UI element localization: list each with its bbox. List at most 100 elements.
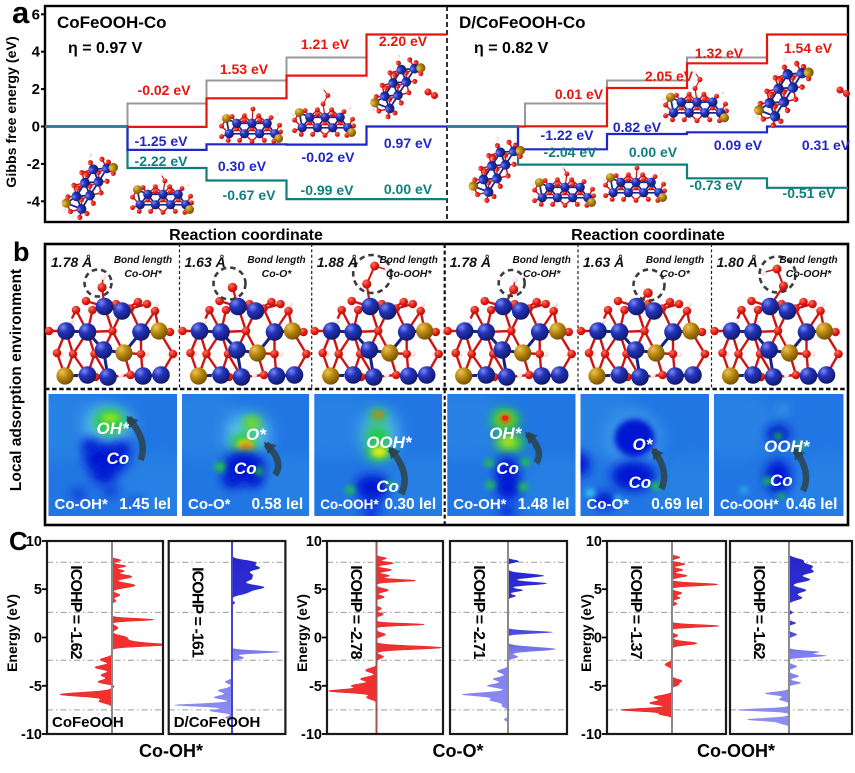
svg-text:-0.02 eV: -0.02 eV (138, 82, 192, 98)
svg-text:O*: O* (246, 425, 267, 444)
svg-text:Energy (eV): Energy (eV) (4, 594, 20, 672)
svg-text:-5: -5 (589, 679, 602, 695)
svg-text:-5: -5 (309, 679, 322, 695)
svg-text:1.54 eV: 1.54 eV (784, 40, 833, 56)
svg-text:Co-OH*: Co-OH* (55, 496, 108, 513)
svg-text:Co-O*: Co-O* (433, 741, 484, 761)
svg-text:0.09 eV: 0.09 eV (714, 137, 763, 153)
svg-text:Co-OH*: Co-OH* (139, 741, 203, 761)
svg-text:0: 0 (594, 631, 602, 647)
svg-text:Reaction coordinate: Reaction coordinate (571, 227, 725, 244)
svg-text:1.63 Å: 1.63 Å (185, 254, 226, 270)
svg-text:10: 10 (586, 534, 602, 550)
svg-text:ICOHP = -2.78: ICOHP = -2.78 (347, 565, 364, 659)
svg-text:-2.04 eV: -2.04 eV (544, 144, 598, 160)
svg-text:Co-OOH*: Co-OOH* (697, 741, 775, 761)
svg-text:Bond length: Bond length (114, 255, 172, 266)
svg-text:ICOHP = -1.37: ICOHP = -1.37 (627, 565, 644, 659)
svg-text:-0.67 eV: -0.67 eV (223, 187, 277, 203)
svg-text:Bond length: Bond length (380, 255, 438, 266)
svg-text:ICOHP = -1.62: ICOHP = -1.62 (67, 565, 84, 659)
svg-text:0.00 eV: 0.00 eV (629, 144, 678, 160)
svg-text:1.45 lel: 1.45 lel (119, 496, 171, 513)
svg-text:0.82 eV: 0.82 eV (613, 119, 662, 135)
svg-text:OOH*: OOH* (366, 433, 413, 452)
svg-text:Energy (eV): Energy (eV) (294, 594, 310, 672)
svg-text:-0.02 eV: -0.02 eV (302, 149, 356, 165)
svg-text:D/CoFeOOH: D/CoFeOOH (174, 714, 261, 731)
svg-text:-10: -10 (301, 727, 322, 743)
svg-text:Co-O*: Co-O* (660, 268, 691, 280)
svg-text:1.88 Å: 1.88 Å (317, 254, 358, 270)
svg-text:O*: O* (633, 435, 654, 454)
svg-text:5: 5 (34, 582, 42, 598)
svg-text:-0.73 eV: -0.73 eV (690, 177, 744, 193)
svg-text:ICOHP = -1.62: ICOHP = -1.62 (750, 565, 767, 659)
svg-text:1.63 Å: 1.63 Å (583, 254, 624, 270)
svg-text:Bond length: Bond length (646, 255, 704, 266)
svg-text:Local adsorption environment: Local adsorption environment (8, 269, 25, 491)
svg-text:Co-OOH*: Co-OOH* (786, 268, 832, 280)
svg-text:1.53 eV: 1.53 eV (220, 61, 269, 77)
svg-text:Co-OOH*: Co-OOH* (386, 268, 432, 280)
svg-text:OH*: OH* (97, 419, 131, 438)
svg-text:1.80 Å: 1.80 Å (717, 254, 758, 270)
svg-text:Bond length: Bond length (513, 255, 571, 266)
svg-text:0: 0 (314, 631, 322, 647)
svg-text:-0.51 eV: -0.51 eV (783, 185, 837, 201)
svg-text:Co-O*: Co-O* (587, 496, 630, 513)
svg-text:Bond length: Bond length (247, 255, 305, 266)
svg-text:1.32 eV: 1.32 eV (695, 45, 744, 61)
svg-text:CoFeOOH: CoFeOOH (52, 714, 124, 731)
svg-text:0.30 lel: 0.30 lel (384, 496, 436, 513)
svg-text:Gibbs free energy (eV): Gibbs free energy (eV) (4, 36, 20, 188)
svg-text:-0.99 eV: -0.99 eV (301, 182, 355, 198)
svg-text:Co-OH*: Co-OH* (124, 268, 162, 280)
svg-text:OH*: OH* (489, 424, 523, 443)
svg-text:Co-OH*: Co-OH* (453, 496, 506, 513)
svg-text:10: 10 (26, 534, 42, 550)
svg-text:Co: Co (376, 477, 399, 496)
svg-text:5: 5 (314, 582, 322, 598)
svg-text:-2.22 eV: -2.22 eV (135, 153, 189, 169)
svg-text:Co-O*: Co-O* (262, 268, 293, 280)
svg-text:Co: Co (629, 473, 652, 492)
svg-text:Co-O*: Co-O* (188, 496, 231, 513)
svg-text:6: 6 (32, 6, 40, 23)
svg-text:CoFeOOH-Co: CoFeOOH-Co (57, 13, 167, 32)
svg-text:0.00 eV: 0.00 eV (384, 181, 433, 197)
svg-text:2.20 eV: 2.20 eV (379, 33, 428, 49)
svg-text:D/CoFeOOH-Co: D/CoFeOOH-Co (459, 13, 586, 32)
svg-text:-10: -10 (21, 727, 42, 743)
svg-text:2.05 eV: 2.05 eV (645, 68, 694, 84)
svg-text:5: 5 (594, 582, 602, 598)
svg-text:-1.25 eV: -1.25 eV (135, 133, 189, 149)
svg-text:a: a (12, 0, 30, 30)
svg-text:-4: -4 (27, 193, 41, 210)
svg-text:0: 0 (32, 119, 40, 136)
svg-text:Co: Co (496, 459, 519, 478)
svg-text:0.69 lel: 0.69 lel (651, 496, 703, 513)
svg-text:0.01 eV: 0.01 eV (555, 86, 604, 102)
svg-text:2: 2 (32, 81, 40, 98)
svg-text:Co-OOH*: Co-OOH* (720, 497, 779, 512)
svg-text:0.31 eV: 0.31 eV (802, 137, 851, 153)
svg-text:Co: Co (234, 459, 257, 478)
svg-text:-10: -10 (581, 727, 602, 743)
svg-text:η = 0.97 V: η = 0.97 V (68, 40, 143, 57)
svg-text:1.48 lel: 1.48 lel (518, 496, 570, 513)
svg-text:0.46 lel: 0.46 lel (786, 496, 838, 513)
svg-text:Co: Co (107, 449, 130, 468)
svg-text:0.58 lel: 0.58 lel (251, 496, 303, 513)
svg-text:1.21 eV: 1.21 eV (301, 36, 350, 52)
svg-text:1.78 Å: 1.78 Å (51, 254, 92, 270)
svg-text:Co-OH*: Co-OH* (523, 268, 561, 280)
svg-text:-5: -5 (29, 679, 42, 695)
svg-text:Co: Co (770, 471, 793, 490)
svg-text:Reaction coordinate: Reaction coordinate (169, 227, 323, 244)
svg-text:b: b (13, 237, 30, 267)
svg-text:Energy (eV): Energy (eV) (578, 594, 594, 672)
svg-text:0.30 eV: 0.30 eV (218, 158, 267, 174)
svg-text:C: C (9, 526, 28, 556)
svg-text:-2: -2 (27, 156, 40, 173)
